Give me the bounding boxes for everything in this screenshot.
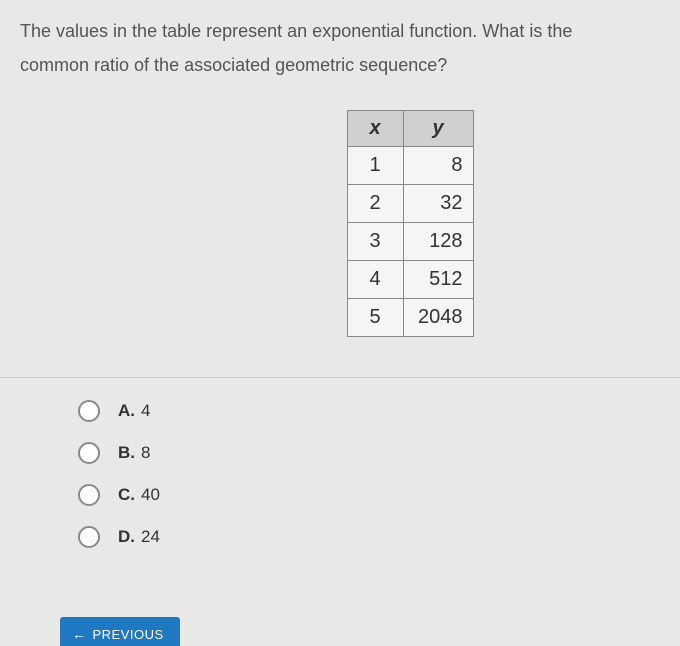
option-letter: C.: [118, 485, 135, 505]
arrow-left-icon: ←: [72, 626, 87, 642]
table-cell-y: 128: [403, 223, 473, 261]
question-line-2: common ratio of the associated geometric…: [20, 55, 447, 75]
table-row: 1 8: [347, 147, 473, 185]
table-header-y: y: [403, 111, 473, 147]
radio-icon: [78, 526, 100, 548]
option-letter: B.: [118, 443, 135, 463]
previous-button-label: PREVIOUS: [93, 627, 164, 642]
table-cell-y: 512: [403, 261, 473, 299]
table-cell-y: 2048: [403, 299, 473, 337]
table-cell-x: 5: [347, 299, 403, 337]
data-table: x y 1 8 2 32 3 128 4 512 5 2048: [347, 110, 474, 337]
option-text: 8: [141, 443, 150, 463]
table-row: 5 2048: [347, 299, 473, 337]
table-row: 4 512: [347, 261, 473, 299]
option-letter: A.: [118, 401, 135, 421]
table-row: 2 32: [347, 185, 473, 223]
option-d[interactable]: D. 24: [78, 526, 680, 548]
data-table-container: x y 1 8 2 32 3 128 4 512 5 2048: [0, 110, 680, 337]
radio-icon: [78, 400, 100, 422]
table-cell-x: 3: [347, 223, 403, 261]
option-text: 4: [141, 401, 150, 421]
option-a[interactable]: A. 4: [78, 400, 680, 422]
table-cell-x: 2: [347, 185, 403, 223]
radio-icon: [78, 442, 100, 464]
option-letter: D.: [118, 527, 135, 547]
option-text: 40: [141, 485, 160, 505]
answer-options: A. 4 B. 8 C. 40 D. 24: [0, 378, 680, 548]
table-cell-y: 32: [403, 185, 473, 223]
table-cell-x: 4: [347, 261, 403, 299]
table-cell-x: 1: [347, 147, 403, 185]
question-line-1: The values in the table represent an exp…: [20, 21, 572, 41]
table-cell-y: 8: [403, 147, 473, 185]
question-prompt: The values in the table represent an exp…: [0, 0, 680, 82]
option-b[interactable]: B. 8: [78, 442, 680, 464]
table-header-x: x: [347, 111, 403, 147]
option-c[interactable]: C. 40: [78, 484, 680, 506]
table-row: 3 128: [347, 223, 473, 261]
radio-icon: [78, 484, 100, 506]
previous-button[interactable]: ← PREVIOUS: [60, 617, 180, 646]
option-text: 24: [141, 527, 160, 547]
